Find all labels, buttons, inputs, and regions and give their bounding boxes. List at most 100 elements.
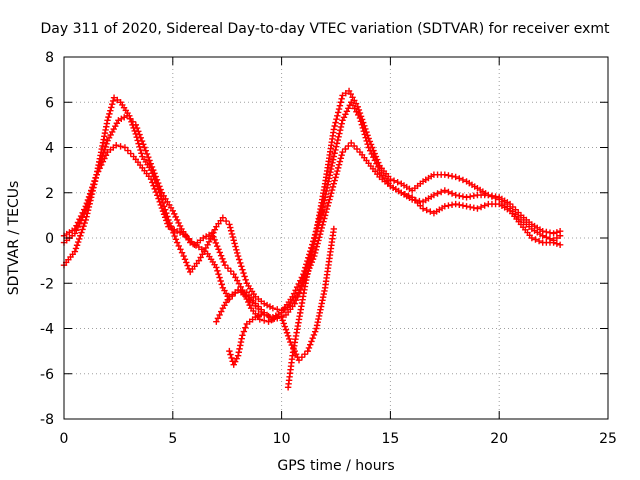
y-tick-label: 4 <box>45 141 54 157</box>
data-point <box>147 175 155 183</box>
data-point <box>173 216 181 224</box>
data-point <box>427 208 434 215</box>
data-point <box>76 216 83 223</box>
data-point <box>390 177 398 184</box>
data-point <box>312 234 319 242</box>
data-point <box>156 198 163 205</box>
data-point <box>543 228 550 236</box>
data-point <box>217 277 224 285</box>
data-point <box>170 229 177 237</box>
data-point <box>337 123 345 131</box>
data-point <box>322 209 330 216</box>
data-point <box>331 122 338 130</box>
data-point <box>239 332 246 339</box>
data-point <box>208 230 216 237</box>
data-point <box>481 202 488 209</box>
data-point <box>154 192 161 199</box>
data-point <box>333 170 340 178</box>
data-point <box>239 287 246 295</box>
data-point <box>222 217 230 225</box>
x-axis-label: GPS time / hours <box>277 458 394 474</box>
data-point <box>337 99 344 106</box>
data-point <box>92 174 99 182</box>
data-point <box>269 304 277 312</box>
data-point <box>339 148 346 156</box>
data-point <box>364 141 371 148</box>
data-point <box>362 134 369 141</box>
data-point <box>227 267 235 275</box>
data-point <box>316 217 323 225</box>
data-point <box>312 231 320 238</box>
x-tick-label: 25 <box>599 431 617 447</box>
data-point <box>532 236 539 243</box>
data-point <box>106 110 113 118</box>
data-point <box>441 187 448 194</box>
data-point <box>283 329 291 336</box>
data-point <box>77 232 84 239</box>
data-point <box>394 178 401 186</box>
data-point <box>363 137 370 145</box>
data-point <box>227 227 235 234</box>
data-point <box>291 300 298 307</box>
x-tick-label: 10 <box>273 431 291 447</box>
y-tick-label: -2 <box>40 276 54 292</box>
data-point <box>113 142 120 149</box>
data-point <box>336 102 344 109</box>
data-point <box>274 315 281 322</box>
data-point <box>129 118 137 126</box>
data-point <box>318 207 326 215</box>
data-point <box>459 176 467 184</box>
data-point <box>306 341 314 348</box>
data-point <box>488 192 496 199</box>
data-point <box>178 249 186 256</box>
data-point <box>286 335 293 343</box>
data-point <box>419 205 427 212</box>
data-point <box>280 320 287 327</box>
data-point <box>136 131 143 138</box>
data-point <box>99 158 107 165</box>
data-point <box>335 105 343 113</box>
data-point <box>71 248 79 255</box>
data-point <box>466 193 474 200</box>
data-point <box>109 97 117 105</box>
data-point <box>335 133 342 141</box>
data-point <box>93 171 100 178</box>
data-point <box>260 309 268 316</box>
data-point <box>330 153 338 160</box>
data-point <box>239 266 246 273</box>
y-tick-label: -4 <box>40 322 54 338</box>
data-point <box>556 228 564 235</box>
data-point <box>332 174 339 181</box>
data-point <box>73 242 81 249</box>
data-point <box>441 203 448 210</box>
data-point <box>73 222 80 229</box>
data-point <box>459 202 467 209</box>
data-point <box>334 167 341 175</box>
data-point <box>321 212 329 219</box>
data-point <box>154 179 162 187</box>
data-point <box>445 188 452 196</box>
data-point <box>334 136 341 144</box>
data-point <box>477 203 485 211</box>
data-point <box>343 108 351 115</box>
data-point <box>232 243 239 250</box>
data-point <box>123 112 131 120</box>
data-point <box>330 180 338 187</box>
data-point <box>240 328 248 335</box>
data-point <box>452 191 459 199</box>
data-point <box>329 183 337 191</box>
data-point <box>90 180 97 188</box>
data-point <box>321 197 328 204</box>
data-point <box>359 124 367 132</box>
data-point <box>152 173 159 180</box>
data-point <box>309 244 317 252</box>
data-point <box>325 199 332 206</box>
data-point <box>98 161 105 169</box>
data-point <box>311 249 319 257</box>
data-point <box>294 293 301 301</box>
data-point <box>133 124 141 132</box>
data-point <box>445 202 452 209</box>
data-point <box>470 192 478 199</box>
data-point <box>74 238 82 246</box>
